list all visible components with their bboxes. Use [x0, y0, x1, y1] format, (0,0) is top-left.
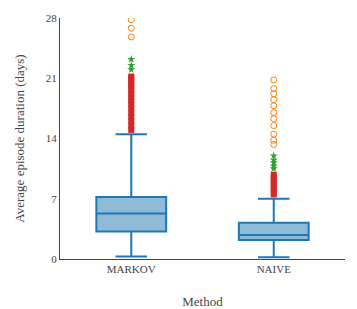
svg-text:7: 7	[51, 193, 57, 205]
svg-text:Method: Method	[182, 294, 223, 309]
svg-text:NAIVE: NAIVE	[257, 263, 291, 275]
svg-text:21: 21	[46, 72, 57, 84]
svg-text:28: 28	[46, 12, 58, 24]
svg-text:0: 0	[51, 253, 57, 265]
svg-text:14: 14	[46, 132, 58, 144]
svg-text:MARKOV: MARKOV	[107, 263, 156, 275]
svg-text:Average episode duration (days: Average episode duration (days)	[12, 54, 27, 222]
